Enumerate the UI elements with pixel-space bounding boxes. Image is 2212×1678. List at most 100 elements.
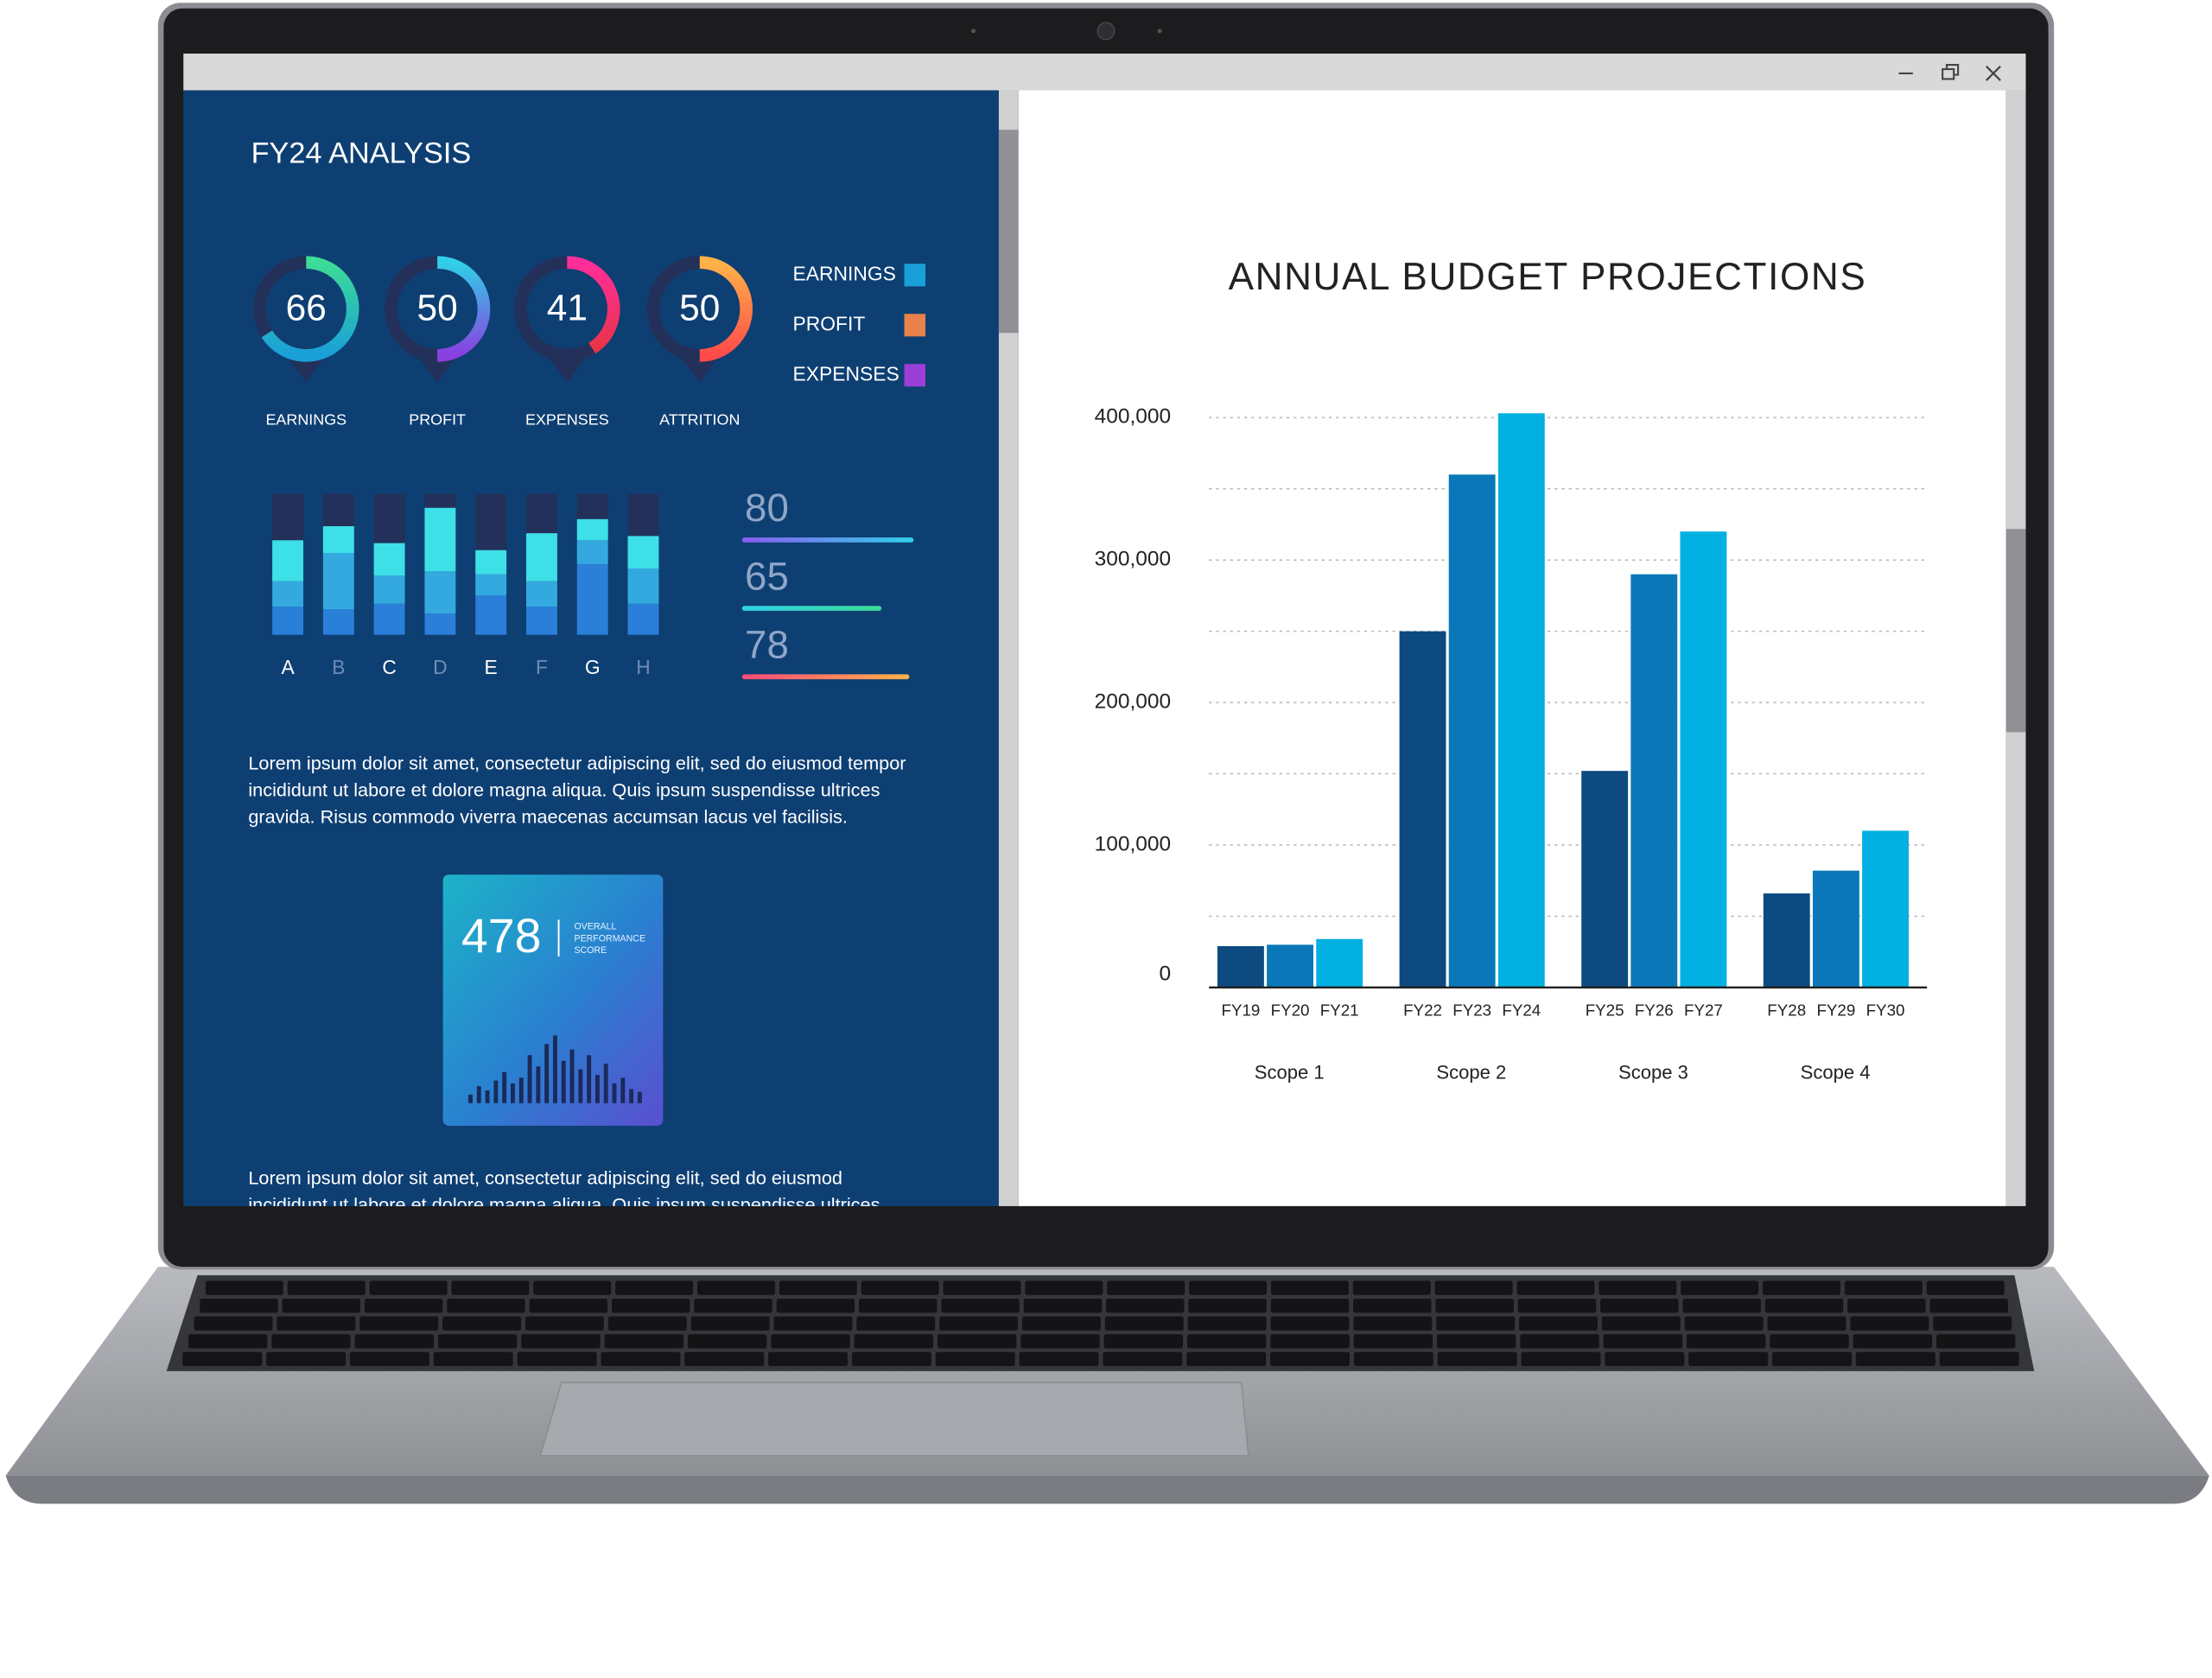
legend-swatch xyxy=(904,364,926,387)
progress-value: 65 xyxy=(745,554,789,598)
bar-segment xyxy=(475,594,507,635)
key xyxy=(1850,1316,1929,1331)
key xyxy=(1519,1316,1598,1331)
bar xyxy=(1812,870,1859,988)
gauge-label: ATTRITION xyxy=(659,410,740,428)
scroll-thumb[interactable] xyxy=(998,130,1019,334)
key xyxy=(349,1351,429,1367)
restore-button[interactable] xyxy=(1942,64,1960,80)
bar xyxy=(1630,574,1678,988)
key xyxy=(854,1334,934,1349)
key xyxy=(601,1351,681,1367)
key xyxy=(1681,1281,1759,1295)
key xyxy=(1021,1316,1101,1331)
legend-swatch xyxy=(904,264,926,287)
legend-label: EARNINGS xyxy=(793,262,896,284)
key xyxy=(1025,1281,1103,1295)
close-button[interactable] xyxy=(1985,65,2001,81)
key xyxy=(437,1334,518,1349)
gauge-label: PROFIT xyxy=(409,410,466,428)
mini-histogram xyxy=(468,1035,642,1103)
key xyxy=(1684,1316,1764,1331)
paragraph-line: Lorem ipsum dolor sit amet, consectetur … xyxy=(248,1167,842,1189)
key xyxy=(851,1351,931,1367)
key xyxy=(1764,1298,1844,1313)
laptop-base-edge xyxy=(5,1475,2209,1504)
gauge-arc xyxy=(436,256,491,362)
key xyxy=(1936,1334,2016,1349)
key xyxy=(529,1298,608,1313)
key xyxy=(1520,1334,1599,1349)
bar-segment xyxy=(576,540,608,565)
bar-segment xyxy=(576,518,608,541)
key xyxy=(1023,1298,1103,1313)
scrollbar[interactable] xyxy=(998,90,1019,1206)
key xyxy=(1353,1351,1433,1367)
x-tick-label: C xyxy=(382,656,397,678)
gauge-center xyxy=(397,269,477,349)
dashboard-title: FY24 ANALYSIS xyxy=(251,137,472,170)
key xyxy=(687,1334,767,1349)
bar-segment xyxy=(322,552,354,610)
key xyxy=(1436,1334,1516,1349)
key xyxy=(1686,1334,1766,1349)
y-tick-label: 300,000 xyxy=(1095,548,1171,571)
sensor xyxy=(971,29,976,34)
key xyxy=(690,1316,770,1331)
x-tick-label: FY26 xyxy=(1635,1001,1674,1020)
y-tick-label: 200,000 xyxy=(1095,690,1171,714)
bar xyxy=(1399,631,1446,988)
key xyxy=(1605,1351,1685,1367)
bar xyxy=(1680,531,1727,988)
key xyxy=(1516,1281,1595,1295)
x-tick-label: FY23 xyxy=(1452,1001,1491,1020)
bar-segment xyxy=(525,581,557,607)
key xyxy=(1270,1334,1350,1349)
chart-title: ANNUAL BUDGET PROJECTIONS xyxy=(1229,256,1867,298)
key xyxy=(1939,1351,2019,1367)
group-label: Scope 3 xyxy=(1618,1061,1688,1083)
key xyxy=(1688,1351,1769,1367)
camera xyxy=(1096,22,1116,41)
key xyxy=(861,1281,939,1295)
x-tick-label: F xyxy=(536,656,548,678)
key xyxy=(935,1351,1015,1367)
bar xyxy=(1316,938,1363,988)
progress-bar xyxy=(741,674,910,680)
key xyxy=(1270,1298,1350,1313)
key xyxy=(1353,1334,1433,1349)
key xyxy=(1270,1316,1350,1331)
score-card xyxy=(442,874,664,1126)
key xyxy=(607,1316,687,1331)
progress-value: 78 xyxy=(745,622,789,666)
key xyxy=(182,1351,263,1367)
x-tick-label: FY28 xyxy=(1767,1001,1806,1020)
key xyxy=(776,1298,855,1313)
key xyxy=(1437,1351,1517,1367)
legend-label: PROFIT xyxy=(793,312,866,334)
progress-value: 80 xyxy=(745,486,789,530)
key xyxy=(1772,1351,1852,1367)
score-label: PERFORMANCE xyxy=(575,933,646,944)
bar-segment xyxy=(373,543,405,576)
bar xyxy=(1267,944,1313,988)
bar-segment xyxy=(525,533,557,582)
gauge-arc xyxy=(261,256,359,362)
key xyxy=(451,1281,530,1295)
key xyxy=(1104,1316,1184,1331)
key xyxy=(1600,1298,1679,1313)
key xyxy=(856,1316,936,1331)
key xyxy=(1682,1298,1761,1313)
bar-segment xyxy=(627,536,659,569)
scroll-thumb[interactable] xyxy=(2005,529,2026,733)
key xyxy=(200,1298,278,1313)
x-tick-label: FY27 xyxy=(1684,1001,1723,1020)
bar-segment xyxy=(322,609,354,635)
y-tick-label: 400,000 xyxy=(1095,405,1171,429)
key xyxy=(1434,1281,1513,1295)
bar-segment xyxy=(373,575,405,604)
gauge-value: 50 xyxy=(679,287,720,327)
key xyxy=(521,1334,601,1349)
key xyxy=(364,1298,443,1313)
bar xyxy=(1497,413,1545,988)
